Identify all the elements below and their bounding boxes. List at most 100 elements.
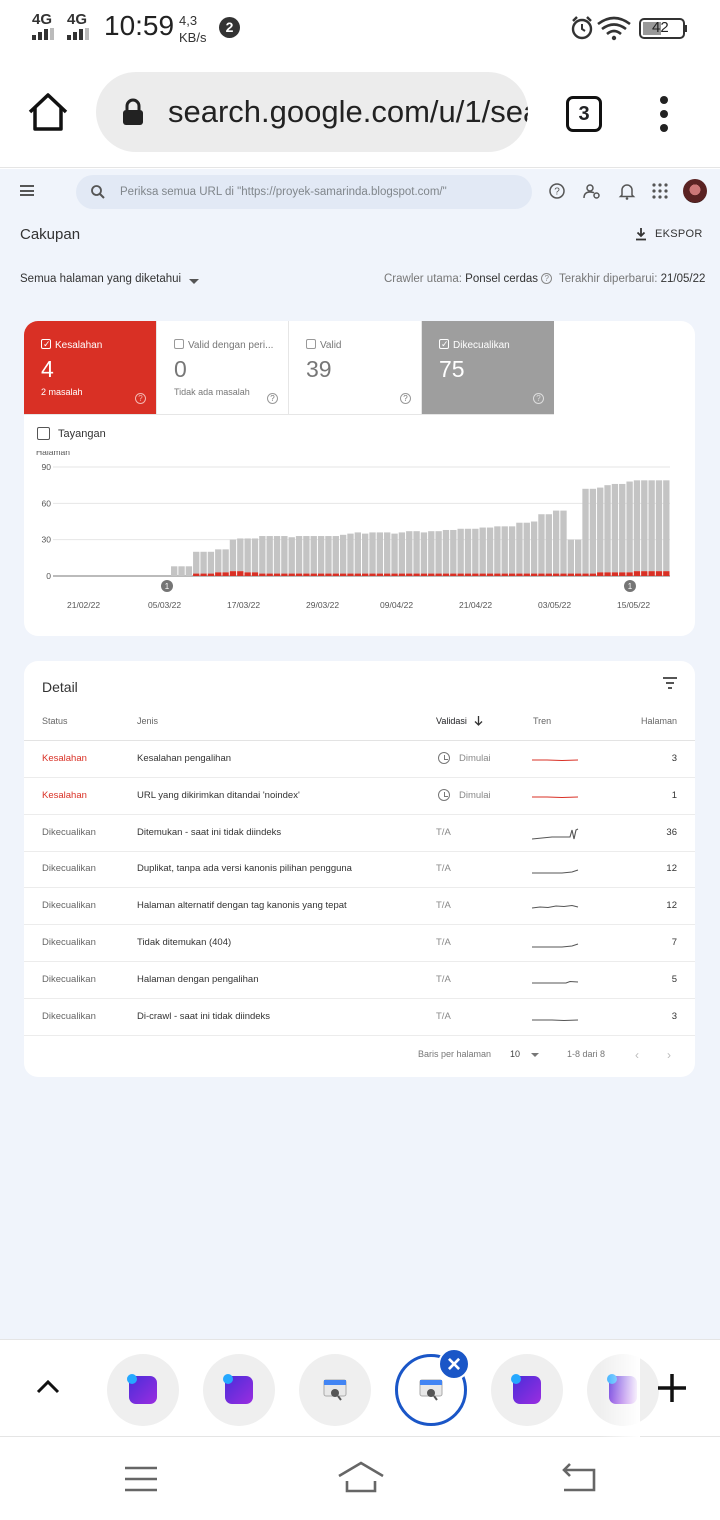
table-row[interactable]: Dikecualikan Halaman dengan pengalihan T/A… bbox=[24, 962, 695, 999]
chevron-right-icon[interactable]: › bbox=[667, 1048, 671, 1062]
x-tick-label: 21/02/22 bbox=[67, 600, 100, 610]
bar-excluded bbox=[222, 549, 229, 573]
row-validasi: Dimulai bbox=[459, 753, 491, 764]
trend-sparkline bbox=[532, 869, 579, 874]
tile-valid[interactable]: Valid 39 ? bbox=[289, 321, 422, 415]
new-tab-icon[interactable] bbox=[654, 1370, 690, 1406]
col-halaman[interactable]: Halaman bbox=[640, 716, 677, 726]
table-row[interactable]: Dikecualikan Di-crawl - saat ini tidak di… bbox=[24, 999, 695, 1036]
export-button[interactable]: EKSPOR bbox=[655, 228, 703, 240]
checkbox-icon[interactable] bbox=[174, 339, 184, 349]
menu-icon[interactable] bbox=[20, 185, 34, 196]
col-jenis[interactable]: Jenis bbox=[137, 716, 159, 726]
bar-excluded bbox=[626, 481, 633, 573]
bar-excluded bbox=[207, 551, 215, 574]
address-bar[interactable]: search.google.com/u/1/search-console/ind… bbox=[96, 72, 528, 152]
checkbox-checked-icon[interactable]: ✓ bbox=[439, 339, 449, 349]
checkbox-icon[interactable] bbox=[306, 339, 316, 349]
tab-thumbnail[interactable] bbox=[299, 1354, 371, 1426]
bar-error bbox=[244, 572, 251, 576]
row-halaman: 36 bbox=[666, 826, 677, 838]
network-1-label: 4G bbox=[32, 11, 53, 28]
col-status[interactable]: Status bbox=[42, 716, 68, 726]
help-icon[interactable]: ? bbox=[400, 393, 411, 404]
bar-excluded bbox=[611, 483, 619, 573]
tab-thumbnail[interactable] bbox=[491, 1354, 563, 1426]
tile-valid-label: Valid bbox=[320, 340, 342, 351]
tab-switcher-button[interactable]: 3 bbox=[566, 96, 602, 132]
rows-per-page-select[interactable]: 10 bbox=[510, 1049, 521, 1059]
bar-error bbox=[251, 572, 259, 576]
bar-error bbox=[597, 572, 604, 576]
notifications-icon[interactable] bbox=[618, 182, 636, 200]
apps-grid-icon[interactable] bbox=[651, 182, 669, 200]
tile-excluded-label: Dikecualikan bbox=[453, 340, 510, 351]
tile-label-row: ✓ Kesalahan bbox=[41, 339, 102, 351]
url-inspection-input[interactable] bbox=[118, 175, 518, 209]
tab-strip: × bbox=[0, 1339, 720, 1438]
tile-valid-warnings[interactable]: Valid dengan peri... 0 Tidak ada masalah… bbox=[157, 321, 289, 415]
chevron-up-icon[interactable] bbox=[36, 1378, 60, 1394]
manage-users-icon[interactable] bbox=[583, 182, 601, 200]
close-tab-icon[interactable]: × bbox=[438, 1348, 470, 1380]
tile-excluded[interactable]: ✓ Dikecualikan 75 ? bbox=[422, 321, 554, 415]
tile-errors[interactable]: ✓ Kesalahan 4 2 masalah ? bbox=[24, 321, 157, 415]
help-icon[interactable]: ? bbox=[533, 393, 544, 404]
help-icon[interactable]: ? bbox=[267, 393, 278, 404]
bar-error bbox=[339, 573, 347, 576]
bar-excluded bbox=[281, 536, 288, 574]
tab-thumbnail[interactable] bbox=[107, 1354, 179, 1426]
row-status: Kesalahan bbox=[42, 753, 87, 764]
bar-excluded bbox=[178, 566, 185, 576]
chevron-left-icon[interactable]: ‹ bbox=[635, 1048, 639, 1062]
checkbox-checked-icon[interactable]: ✓ bbox=[41, 339, 51, 349]
bar-error bbox=[494, 573, 501, 576]
detail-card: Detail Status Jenis Validasi Tren Halama… bbox=[24, 661, 695, 1077]
table-row[interactable]: Dikecualikan Tidak ditemukan (404) T/A 7 bbox=[24, 925, 695, 962]
tile-warnings-value: 0 bbox=[174, 356, 187, 382]
bar-excluded bbox=[384, 532, 391, 574]
checkbox-icon[interactable] bbox=[37, 427, 50, 440]
bar-excluded bbox=[545, 514, 552, 574]
bar-excluded bbox=[376, 532, 384, 574]
nav-home-icon[interactable] bbox=[336, 1460, 386, 1496]
bar-error bbox=[273, 573, 281, 576]
table-row[interactable]: Dikecualikan Duplikat, tanpa ada versi ka… bbox=[24, 851, 695, 889]
bar-excluded bbox=[552, 510, 560, 574]
bar-excluded bbox=[369, 532, 376, 574]
col-validasi[interactable]: Validasi bbox=[436, 716, 467, 726]
recent-apps-icon[interactable] bbox=[123, 1465, 159, 1493]
url-inspection-bar[interactable] bbox=[76, 175, 532, 209]
page-filter-select[interactable]: Semua halaman yang diketahui bbox=[20, 273, 182, 285]
annotation-label: 1 bbox=[165, 582, 170, 591]
table-row[interactable]: Dikecualikan Ditemukan - saat ini tidak d… bbox=[24, 815, 695, 852]
x-tick-label: 15/05/22 bbox=[617, 600, 650, 610]
row-validasi: T/A bbox=[436, 1010, 451, 1022]
chevron-down-icon[interactable] bbox=[189, 279, 199, 284]
bar-error bbox=[420, 573, 428, 576]
bar-excluded bbox=[420, 532, 428, 574]
sort-down-icon[interactable] bbox=[474, 716, 483, 726]
help-icon[interactable]: ? bbox=[541, 273, 553, 284]
bar-excluded bbox=[633, 480, 641, 572]
home-icon[interactable] bbox=[26, 90, 70, 134]
tab-thumbnail[interactable] bbox=[203, 1354, 275, 1426]
bar-excluded bbox=[457, 528, 464, 574]
avatar[interactable] bbox=[683, 179, 707, 203]
more-options-icon[interactable] bbox=[654, 96, 674, 132]
table-row[interactable]: Kesalahan Kesalahan pengalihan Dimulai 3 bbox=[24, 741, 695, 778]
filter-icon[interactable] bbox=[663, 677, 677, 689]
coverage-summary-card: ✓ Kesalahan 4 2 masalah ? Valid dengan pe… bbox=[24, 321, 695, 636]
table-row[interactable]: Kesalahan URL yang dikirimkan ditandai 'n… bbox=[24, 778, 695, 815]
impressions-toggle[interactable]: Tayangan bbox=[37, 427, 106, 440]
help-icon[interactable]: ? bbox=[548, 182, 566, 200]
bar-excluded bbox=[530, 521, 538, 574]
help-icon[interactable]: ? bbox=[135, 393, 146, 404]
chevron-down-icon[interactable] bbox=[531, 1053, 539, 1057]
bar-error bbox=[200, 573, 207, 576]
bar-excluded bbox=[428, 531, 435, 574]
y-tick-label: 60 bbox=[42, 498, 52, 508]
table-row[interactable]: Dikecualikan Halaman alternatif dengan ta… bbox=[24, 888, 695, 926]
bar-excluded bbox=[391, 533, 398, 574]
back-icon[interactable] bbox=[560, 1462, 600, 1496]
